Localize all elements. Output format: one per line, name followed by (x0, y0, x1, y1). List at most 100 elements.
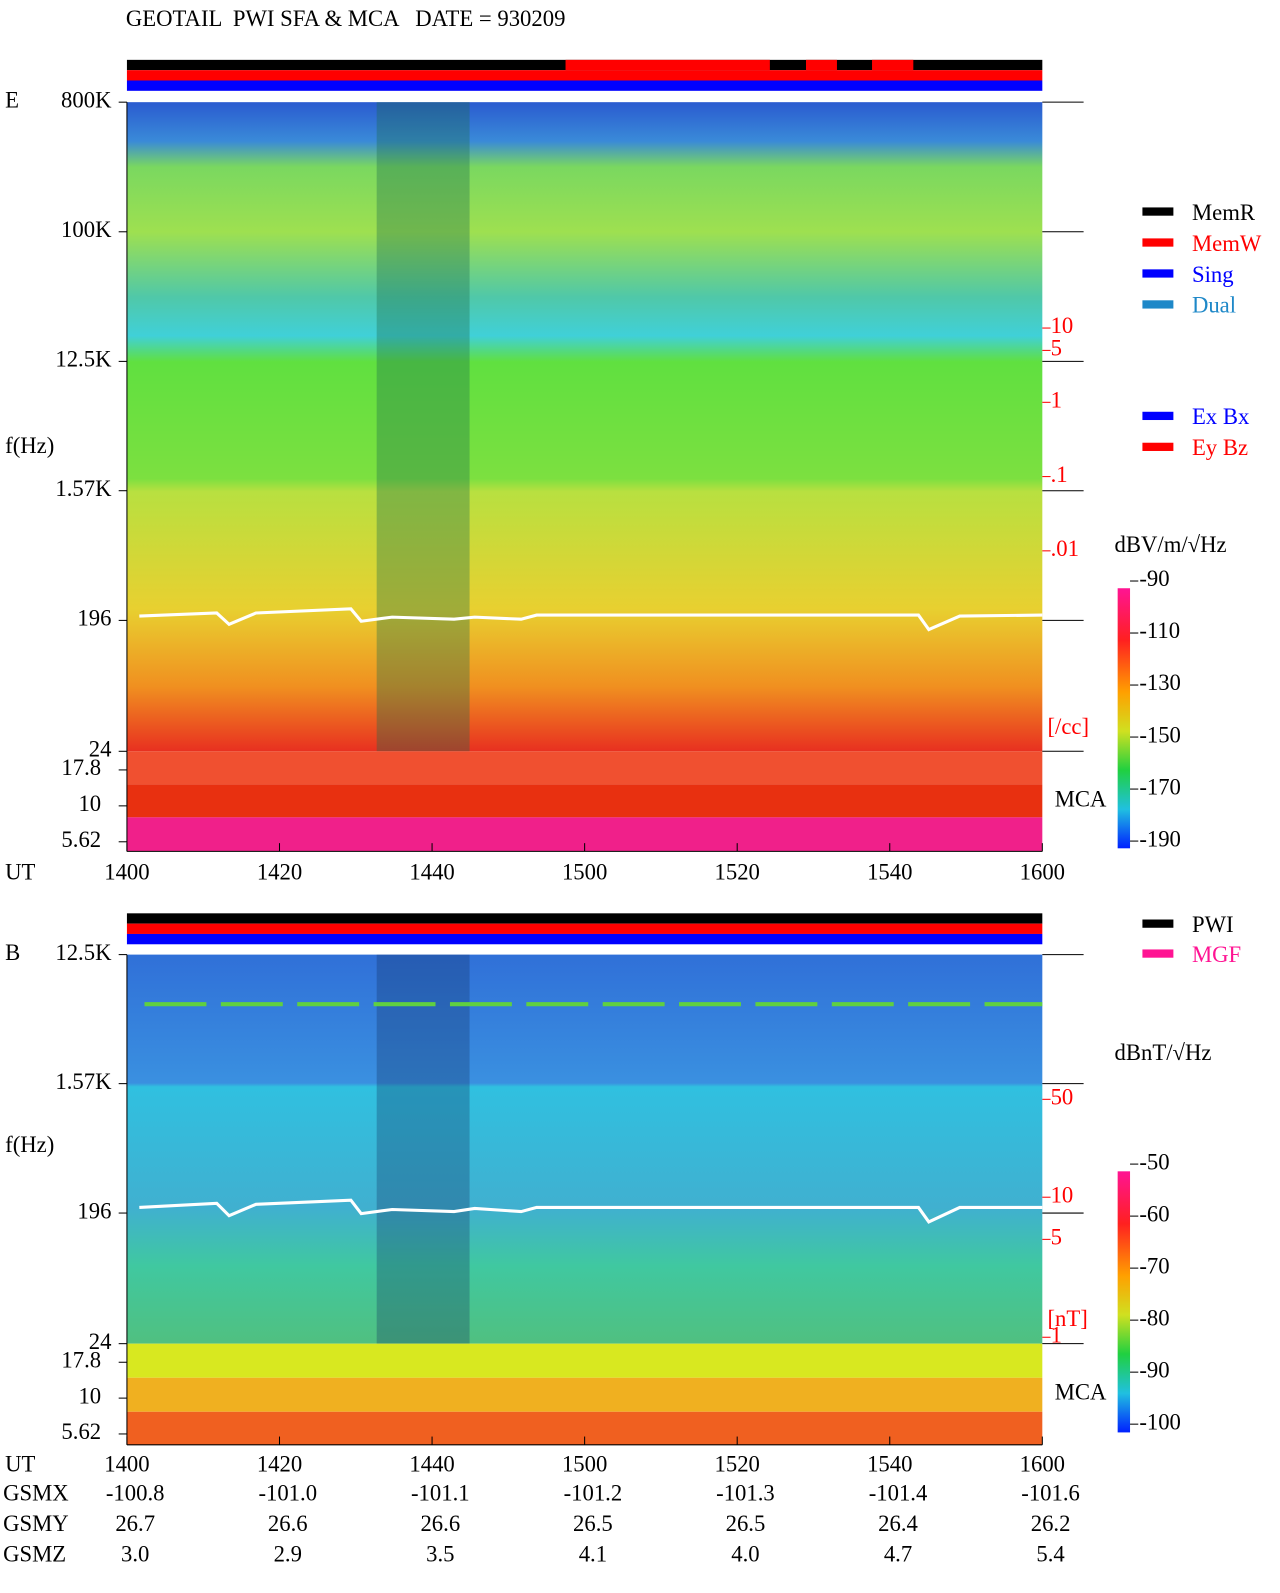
canvas: GEOTAIL PWI SFA & MCA DATE = 930209 Ef(H… (3, 6, 1262, 1567)
legend-label: MGF (1192, 942, 1241, 967)
legend-swatch (1142, 207, 1174, 216)
legend-label: Ey Bz (1192, 435, 1248, 460)
panel-label: B (5, 940, 20, 965)
mca-band (126, 1377, 1043, 1412)
mca-band (126, 784, 1043, 818)
y2-tick-label: 5 (1051, 336, 1062, 361)
colorbar-tick-label: -100 (1139, 1409, 1181, 1434)
x-tick-label: 1400 (104, 859, 149, 884)
orbit-value: 3.0 (121, 1541, 149, 1566)
orbit-value: 26.7 (115, 1511, 155, 1536)
panel-label: E (5, 87, 19, 112)
mca-label: MCA (1055, 1379, 1107, 1404)
y2-tick-label: 50 (1051, 1085, 1074, 1110)
orbit-value: -101.4 (869, 1481, 928, 1506)
mca-band (126, 1343, 1043, 1378)
orbit-value: -101.2 (564, 1481, 623, 1506)
mca-band (126, 751, 1043, 785)
x-tick-label: 1540 (867, 1452, 912, 1477)
mca-tick-label: 5.62 (61, 1419, 101, 1444)
y-tick-label: 1.57K (55, 1069, 112, 1094)
y2-unit: [/cc] (1047, 714, 1089, 739)
x-tick-label: 1540 (867, 859, 912, 884)
status-bar (126, 70, 1043, 81)
interference (376, 954, 470, 1344)
orbit-row-name: GSMY (3, 1511, 69, 1536)
status-bar (872, 59, 914, 71)
y-tick-label: 100K (61, 217, 112, 242)
plasma-line (139, 607, 1043, 632)
y-axis-label: f(Hz) (5, 433, 54, 458)
legend-swatch (1142, 300, 1174, 309)
mca-tick-label: 17.8 (61, 1347, 101, 1372)
colorbar-label: dBnT/√Hz (1115, 1040, 1212, 1065)
x-tick-label: 1420 (257, 859, 302, 884)
mca-label: MCA (1055, 787, 1107, 812)
orbit-value: 26.4 (878, 1511, 918, 1536)
spectrogram (126, 102, 1043, 752)
x-tick-label: 1420 (257, 1452, 302, 1477)
orbit-value: 26.5 (726, 1511, 766, 1536)
colorbar-tick-label: -60 (1139, 1201, 1169, 1226)
y2-tick-label: .1 (1051, 462, 1068, 487)
x-tick-label: 1440 (409, 859, 454, 884)
x-tick-label: 1600 (1020, 1452, 1065, 1477)
colorbar (1117, 588, 1131, 849)
status-bar (565, 59, 770, 71)
orbit-value: -101.0 (258, 1481, 317, 1506)
legend-swatch (1142, 919, 1174, 928)
y2-tick-label: .01 (1051, 536, 1079, 561)
x-axis-label: UT (5, 859, 35, 884)
colorbar-tick-label: -70 (1139, 1253, 1169, 1278)
colorbar (1117, 1171, 1131, 1433)
x-axis-label: UT (5, 1452, 35, 1477)
colorbar-tick-label: -90 (1139, 566, 1169, 591)
interference (376, 102, 470, 752)
legend-label: Dual (1192, 293, 1236, 318)
status-bar (126, 80, 1043, 91)
y-tick-label: 800K (61, 87, 112, 112)
x-tick-label: 1520 (715, 1452, 760, 1477)
x-tick-label: 1600 (1020, 859, 1065, 884)
y-tick-label: 24 (89, 1329, 112, 1354)
y-tick-label: 196 (77, 606, 111, 631)
mca-tick-label: 10 (78, 1383, 101, 1408)
mca-tick-label: 17.8 (61, 755, 101, 780)
orbit-value: 4.7 (884, 1541, 912, 1566)
colorbar-tick-label: -170 (1139, 774, 1181, 799)
y-tick-label: 1.57K (55, 476, 112, 501)
colorbar-label: dBV/m/√Hz (1115, 532, 1227, 557)
colorbar-tick-label: -130 (1139, 670, 1181, 695)
x-tick-label: 1520 (715, 859, 760, 884)
orbit-value: 26.6 (268, 1511, 308, 1536)
orbit-value: 26.5 (573, 1511, 613, 1536)
legend-label: MemW (1192, 231, 1262, 256)
legend-swatch (1142, 949, 1174, 958)
legend-swatch (1142, 238, 1174, 247)
legend-swatch (1142, 411, 1174, 421)
y-axis-label: f(Hz) (5, 1132, 54, 1157)
colorbar-tick-label: -190 (1139, 826, 1181, 851)
mca-tick-label: 10 (78, 791, 101, 816)
orbit-row-name: GSMX (3, 1481, 69, 1506)
y-tick-label: 196 (77, 1198, 111, 1223)
status-bar (126, 923, 1043, 934)
y-tick-label: 24 (89, 736, 112, 761)
legend-swatch (1142, 269, 1174, 278)
y-tick-label: 12.5K (55, 347, 112, 372)
x-tick-label: 1500 (562, 1452, 607, 1477)
x-tick-label: 1500 (562, 859, 607, 884)
colorbar-tick-label: -150 (1139, 722, 1181, 747)
status-bar (805, 59, 837, 71)
x-tick-label: 1440 (409, 1452, 454, 1477)
plasma-line (139, 1198, 1043, 1224)
orbit-value: 4.1 (579, 1541, 607, 1566)
orbit-value: -101.1 (411, 1481, 470, 1506)
spectrogram (126, 954, 1043, 1344)
colorbar-tick-label: -80 (1139, 1305, 1169, 1330)
y2-tick-label: 1 (1051, 388, 1062, 413)
colorbar-tick-label: -50 (1139, 1149, 1169, 1174)
legend-swatch (1142, 442, 1174, 451)
orbit-value: 2.9 (274, 1541, 302, 1566)
